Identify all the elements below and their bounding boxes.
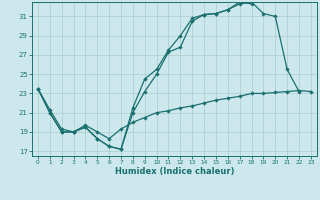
X-axis label: Humidex (Indice chaleur): Humidex (Indice chaleur) <box>115 167 234 176</box>
